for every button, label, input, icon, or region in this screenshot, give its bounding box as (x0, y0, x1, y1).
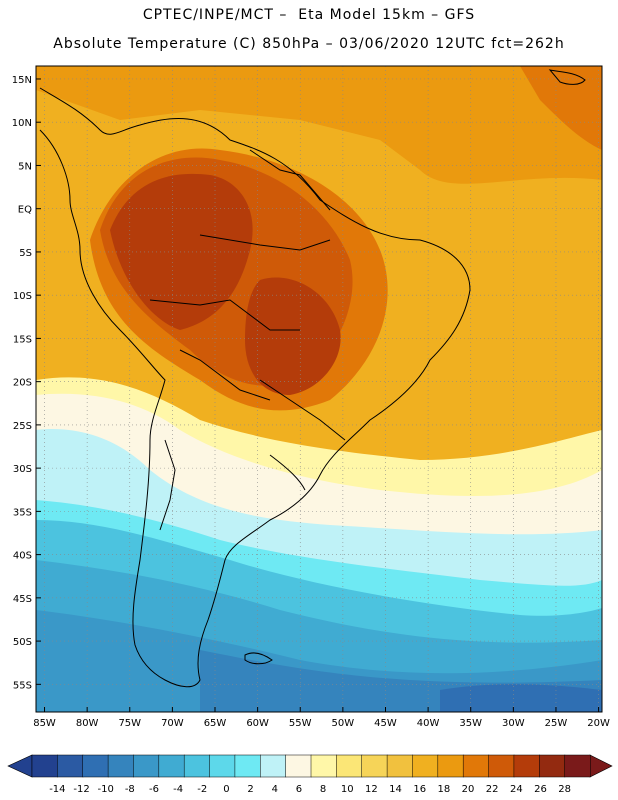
colorbar-swatch (361, 754, 388, 778)
lat-label: 15S (13, 334, 32, 345)
lat-label: 20S (13, 378, 32, 389)
lon-label: 20W (587, 718, 610, 729)
colorbar-swatch (260, 754, 287, 778)
lon-label: 50W (332, 718, 355, 729)
lat-label: 30S (13, 464, 32, 475)
lon-label: 85W (33, 718, 56, 729)
lat-label: 45S (13, 594, 32, 605)
colorbar-swatch (209, 754, 236, 778)
lon-label: 30W (502, 718, 525, 729)
lon-label: 80W (76, 718, 99, 729)
colorbar-label: 22 (486, 784, 499, 795)
lon-label: 45W (374, 718, 397, 729)
lon-label: 25W (545, 718, 568, 729)
colorbar-swatch (31, 754, 58, 778)
colorbar-label: 8 (320, 784, 326, 795)
colorbar-label: 12 (365, 784, 378, 795)
colorbar-label: 16 (413, 784, 426, 795)
colorbar-label: 10 (341, 784, 354, 795)
colorbar-label: 4 (272, 784, 278, 795)
lat-label: 40S (13, 551, 32, 562)
chart-title-line-1: CPTEC/INPE/MCT – Eta Model 15km – GFS (142, 7, 476, 23)
plot-frame (35, 65, 603, 713)
lon-label: 60W (246, 718, 269, 729)
colorbar-swatch (336, 754, 363, 778)
colorbar-label: -10 (98, 784, 114, 795)
colorbar-swatch (412, 754, 439, 778)
colorbar-label: -14 (49, 784, 65, 795)
latitude-labels: 15N 10N 5N EQ 5S 10S 15S 20S 25S 30S 35S 40S 45S 50S 5… (12, 75, 41, 691)
colorbar-label: 18 (437, 784, 450, 795)
colorbar-swatch (462, 754, 490, 778)
colorbar-swatch (285, 754, 312, 778)
lon-label: 70W (161, 718, 184, 729)
colorbar-label: 20 (462, 784, 475, 795)
lat-label: 35S (13, 507, 32, 518)
longitude-labels: 85W 80W 75W 70W 65W 60W 55W 50W 45W 40W 35W 30W 25W 2… (33, 707, 610, 729)
colorbar-swatch (234, 754, 261, 778)
colorbar-swatch (437, 754, 464, 778)
lat-label: 50S (13, 637, 32, 648)
temperature-field (36, 66, 602, 712)
colorbar-swatch (158, 754, 185, 778)
colorbar-min-arrow (7, 754, 33, 778)
colorbar-swatch (564, 754, 591, 778)
lon-label: 40W (417, 718, 440, 729)
colorbar-label: -8 (125, 784, 135, 795)
colorbar-swatch (310, 754, 337, 778)
lat-label: 55S (13, 680, 32, 691)
lat-label: 25S (13, 421, 32, 432)
colorbar-label: 6 (296, 784, 302, 795)
lat-label: 10N (12, 118, 32, 129)
colorbar-swatch (133, 754, 160, 778)
colorbar-swatch (82, 754, 109, 778)
colorbar-labels: -14 -12 -10 -8 -6 -4 -2 0 2 4 6 8 10 12 14 16 18 20 22 24 26… (49, 784, 571, 795)
lat-label: 5N (18, 161, 32, 172)
colorbar-swatch (386, 754, 414, 778)
colorbar-label: -6 (149, 784, 159, 795)
colorbar-label: 0 (223, 784, 229, 795)
colorbar-max-arrow (589, 754, 613, 778)
colorbar-label: 26 (534, 784, 547, 795)
lat-label: 15N (12, 75, 32, 86)
colorbar-label: 2 (247, 784, 253, 795)
lat-label: 5S (19, 248, 32, 259)
lat-label: 10S (13, 291, 32, 302)
colorbar-swatch (513, 754, 540, 778)
colorbar-label: 14 (389, 784, 402, 795)
colorbar-label: 28 (558, 784, 571, 795)
lat-label: EQ (18, 205, 32, 216)
lon-label: 75W (118, 718, 141, 729)
colorbar-swatch (539, 754, 566, 778)
lon-label: 65W (204, 718, 227, 729)
chart-title-line-2: Absolute Temperature (C) 850hPa – 03/06/… (53, 36, 565, 52)
colorbar-label: -12 (73, 784, 89, 795)
lon-label: 55W (289, 718, 312, 729)
colorbar (7, 754, 613, 778)
colorbar-swatch (57, 754, 84, 778)
lon-label: 35W (459, 718, 482, 729)
colorbar-swatch (488, 754, 515, 778)
colorbar-label: -4 (173, 784, 183, 795)
colorbar-swatch (107, 754, 135, 778)
coastline (39, 69, 586, 688)
colorbar-label: 24 (510, 784, 523, 795)
colorbar-label: -2 (197, 784, 207, 795)
colorbar-swatch (183, 754, 211, 778)
